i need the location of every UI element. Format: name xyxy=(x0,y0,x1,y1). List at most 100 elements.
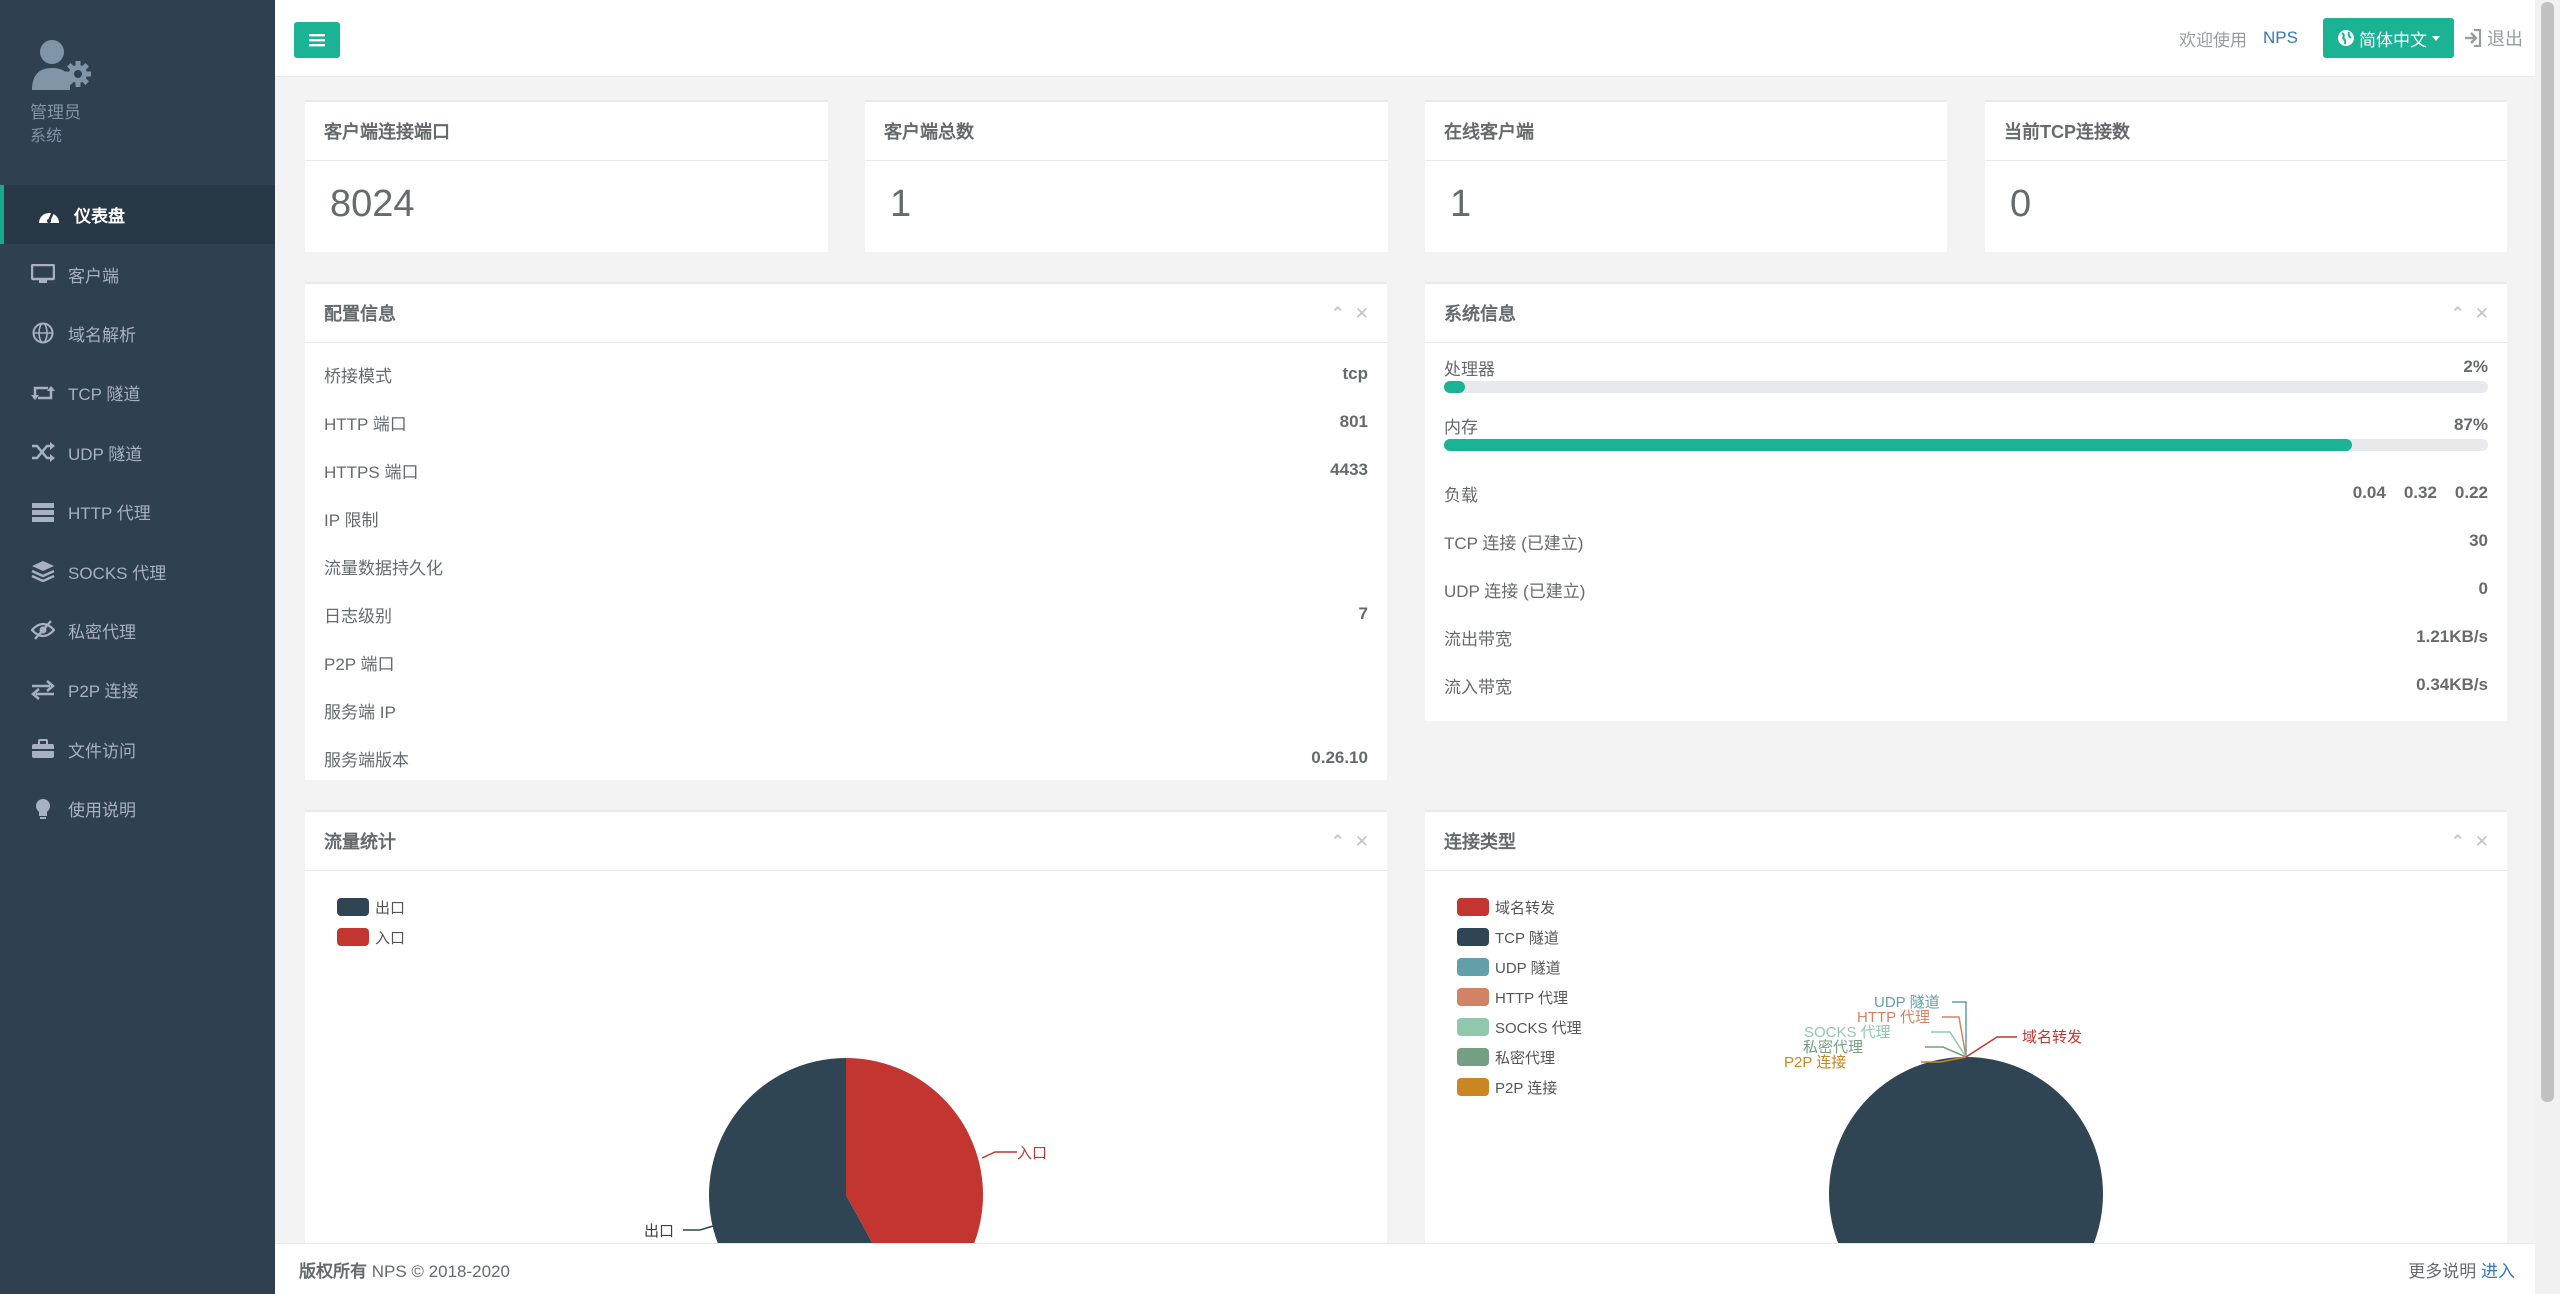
collapse-icon[interactable]: ⌃ xyxy=(1330,303,1345,323)
language-label: 简体中文 xyxy=(2359,30,2427,50)
eye-slash-icon xyxy=(30,619,56,641)
legend-swatch xyxy=(337,928,369,946)
sidebar-item-dashboard[interactable]: 仪表盘 xyxy=(0,185,275,245)
legend-item-out[interactable]: 出口 xyxy=(337,892,405,922)
stat-value: 0 xyxy=(2010,183,2032,225)
pie-slice-tcp[interactable] xyxy=(1829,1057,2103,1245)
sidebar-item-udp[interactable]: UDP 隧道 xyxy=(0,423,275,482)
stat-title: 客户端连接端口 xyxy=(305,102,828,161)
system-panel: 系统信息 ⌃ ✕ 处理器 2% 内存 87% 负载 0.04 0.32 0.22 TCP… xyxy=(1425,282,2507,721)
menu-icon xyxy=(309,34,325,47)
legend-swatch xyxy=(1457,1048,1489,1066)
legend-item[interactable]: UDP 隧道 xyxy=(1457,952,1582,982)
pie-slice-in[interactable] xyxy=(846,1058,983,1245)
pie-label-socks: SOCKS 代理 xyxy=(1804,1024,1891,1041)
config-row: 服务端版本 0.26.10 xyxy=(324,748,1368,770)
system-row: TCP 连接 (已建立) 30 xyxy=(1444,531,2488,553)
legend-swatch xyxy=(1457,958,1489,976)
sidebar-item-clients[interactable]: 客户端 xyxy=(0,244,275,303)
sidebar-item-label: 私密代理 xyxy=(68,622,136,642)
memory-row: 内存 87% xyxy=(1425,411,2507,451)
legend-item[interactable]: SOCKS 代理 xyxy=(1457,1012,1582,1042)
connection-type-panel: 连接类型 ⌃ ✕ 域名转发 TCP 隧道 UDP 隧道 HTTP 代理 SOCK… xyxy=(1425,810,2507,1245)
stat-title: 当前TCP连接数 xyxy=(1985,102,2507,161)
label-line-in xyxy=(981,1151,1017,1159)
config-panel: 配置信息 ⌃ ✕ 桥接模式 tcp HTTP 端口 801 HTTPS 端口 4433… xyxy=(305,282,1387,780)
config-row: P2P 端口 xyxy=(324,654,395,674)
menu-toggle-button[interactable] xyxy=(294,22,340,58)
sidebar-item-tcp[interactable]: TCP 隧道 xyxy=(0,363,275,422)
cpu-progress-fill xyxy=(1444,381,1465,393)
legend-item-in[interactable]: 入口 xyxy=(337,922,405,952)
page-scrollbar[interactable] xyxy=(2535,0,2560,1294)
collapse-icon[interactable]: ⌃ xyxy=(2450,303,2465,323)
load-row: 负载 0.04 0.32 0.22 xyxy=(1425,469,2507,517)
panel-tools: ⌃ ✕ xyxy=(1331,812,1370,871)
legend-swatch xyxy=(1457,928,1489,946)
sidebar-item-label: 使用说明 xyxy=(68,801,136,821)
legend-item[interactable]: P2P 连接 xyxy=(1457,1072,1582,1102)
footer: 版权所有 NPS © 2018-2020 更多说明 进入 xyxy=(275,1243,2535,1294)
sidebar-item-files[interactable]: 文件访问 xyxy=(0,720,275,779)
legend-item[interactable]: 域名转发 xyxy=(1457,892,1582,922)
close-icon[interactable]: ✕ xyxy=(2474,831,2489,851)
close-icon[interactable]: ✕ xyxy=(1354,303,1369,323)
logout-button[interactable]: 退出 xyxy=(2464,25,2523,51)
stat-title: 在线客户端 xyxy=(1425,102,1947,161)
legend-swatch xyxy=(1457,898,1489,916)
legend-swatch xyxy=(1457,1078,1489,1096)
memory-value: 87% xyxy=(2453,415,2488,434)
sidebar-item-domain[interactable]: 域名解析 xyxy=(0,304,275,363)
profile: 管理员 系统 xyxy=(30,38,100,145)
scrollbar-thumb[interactable] xyxy=(2541,2,2554,1102)
config-row: HTTP 端口 801 xyxy=(324,412,1368,434)
desktop-icon xyxy=(30,263,56,285)
sidebar-item-secret[interactable]: 私密代理 xyxy=(0,601,275,660)
language-dropdown[interactable]: 简体中文 xyxy=(2323,18,2454,58)
footer-enter-link[interactable]: 进入 xyxy=(2481,1261,2515,1281)
sidebar-item-http[interactable]: HTTP 代理 xyxy=(0,482,275,541)
system-title: 系统信息 xyxy=(1444,304,1516,324)
collapse-icon[interactable]: ⌃ xyxy=(2450,831,2465,851)
sidebar-item-label: 仪表盘 xyxy=(74,207,125,227)
legend-swatch xyxy=(337,898,369,916)
sidebar-item-socks[interactable]: SOCKS 代理 xyxy=(0,541,275,600)
legend-item[interactable]: HTTP 代理 xyxy=(1457,982,1582,1012)
config-row: 日志级别 7 xyxy=(324,604,1368,626)
legend-swatch xyxy=(1457,988,1489,1006)
config-row: 服务端 IP xyxy=(324,702,396,722)
config-row: 桥接模式 tcp xyxy=(324,364,1368,386)
panel-tools: ⌃ ✕ xyxy=(2451,284,2490,343)
sidebar-item-p2p[interactable]: P2P 连接 xyxy=(0,660,275,719)
pie-slice-out[interactable] xyxy=(709,1058,912,1245)
pie-label-p2p: P2P 连接 xyxy=(1784,1054,1846,1071)
legend-item[interactable]: 私密代理 xyxy=(1457,1042,1582,1072)
brand-link[interactable]: NPS xyxy=(2263,28,2298,47)
label-line-out xyxy=(683,1225,714,1231)
logout-label: 退出 xyxy=(2487,29,2523,49)
briefcase-icon xyxy=(30,738,56,760)
close-icon[interactable]: ✕ xyxy=(1354,831,1369,851)
sidebar-nav: 仪表盘 客户端 域名解析 TCP 隧道 UDP 隧道 HTTP 代理 SOCKS… xyxy=(0,185,275,838)
traffic-title: 流量统计 xyxy=(324,832,396,852)
legend-item[interactable]: TCP 隧道 xyxy=(1457,922,1582,952)
topbar: 欢迎使用 NPS 简体中文 退出 xyxy=(275,0,2535,77)
welcome-text: 欢迎使用 xyxy=(2179,30,2248,50)
globe-icon xyxy=(2338,30,2354,46)
sidebar-item-label: 域名解析 xyxy=(68,325,136,345)
caret-down-icon xyxy=(2432,35,2440,41)
pie-label-in: 入口 xyxy=(1017,1145,1047,1162)
collapse-icon[interactable]: ⌃ xyxy=(1330,831,1345,851)
memory-label: 内存 xyxy=(1444,417,1478,437)
panel-tools: ⌃ ✕ xyxy=(1331,284,1370,343)
system-body: 处理器 2% 内存 87% 负载 0.04 0.32 0.22 TCP 连接 (已建立)… xyxy=(1425,343,2507,709)
admin-avatar-icon[interactable] xyxy=(30,38,100,93)
close-icon[interactable]: ✕ xyxy=(2474,303,2489,323)
panel-title: 连接类型 ⌃ ✕ xyxy=(1425,812,2507,871)
sidebar-item-help[interactable]: 使用说明 xyxy=(0,779,275,838)
system-row: 流出带宽 1.21KB/s xyxy=(1444,627,2488,649)
memory-progress-fill xyxy=(1444,439,2353,451)
panel-title: 系统信息 ⌃ ✕ xyxy=(1425,284,2507,343)
traffic-pie-chart: 入口 出口 xyxy=(644,1058,1047,1245)
globe-icon xyxy=(30,322,56,344)
